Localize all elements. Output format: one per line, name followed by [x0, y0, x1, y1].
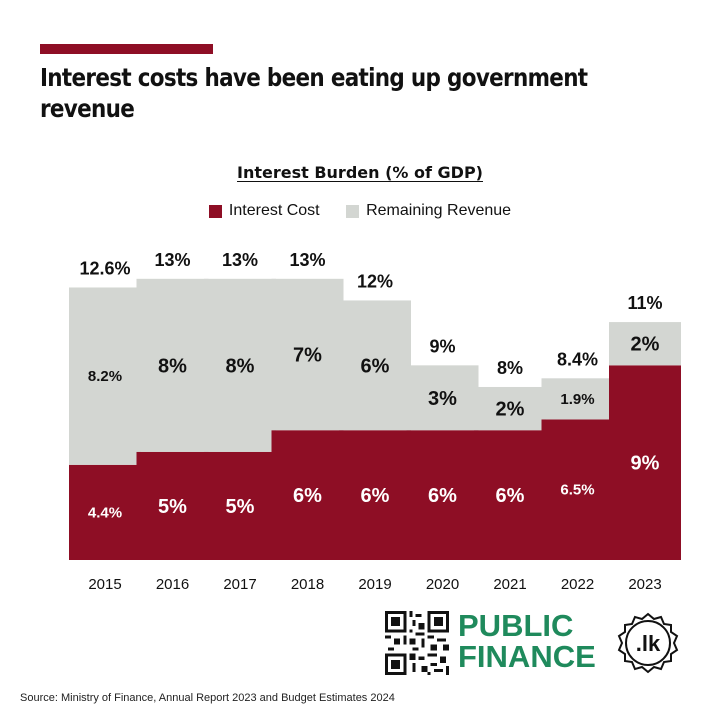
x-tick-label-2023: 2023 — [628, 576, 661, 593]
legend-swatch-remaining — [346, 204, 360, 218]
headline: Interest costs have been eating up gover… — [40, 63, 588, 123]
x-tick-label-2017: 2017 — [223, 576, 256, 593]
bar-remaining-2022 — [541, 378, 614, 420]
logo-line-2: FINANCE — [458, 639, 596, 674]
bar-interest-2015 — [69, 464, 141, 560]
x-tick-label-2015: 2015 — [88, 576, 121, 593]
bar-interest-2019 — [339, 430, 411, 560]
data-label-remaining-2021: 2% — [496, 399, 525, 421]
legend-swatch-interest — [208, 204, 222, 218]
data-label-interest-2018: 6% — [293, 485, 322, 507]
total-label-2015: 12.6% — [79, 258, 130, 278]
data-label-interest-2021: 6% — [496, 485, 525, 507]
bar-interest-2018 — [271, 430, 344, 560]
bar-interest-2016 — [136, 451, 209, 560]
bar-interest-2017 — [204, 451, 276, 560]
legend: Interest Cost Remaining Revenue — [0, 202, 720, 223]
data-label-interest-2017: 5% — [226, 496, 255, 518]
logo-wordmark: PUBLIC FINANCE — [458, 610, 596, 672]
data-label-remaining-2022: 1.9% — [560, 391, 594, 408]
total-label-2022: 8.4% — [557, 349, 598, 369]
chart-title: Interest Burden (% of GDP) — [0, 163, 720, 182]
total-label-2017: 13% — [222, 250, 258, 270]
bar-remaining-2020 — [406, 365, 479, 431]
chart-title-text: Interest Burden (% of GDP) — [237, 163, 483, 182]
data-label-remaining-2023: 2% — [631, 334, 660, 356]
data-label-interest-2022: 6.5% — [560, 482, 594, 499]
data-label-remaining-2016: 8% — [158, 355, 187, 377]
legend-label-interest: Interest Cost — [228, 202, 320, 219]
bar-remaining-2017 — [204, 278, 276, 452]
x-tick-label-2016: 2016 — [156, 576, 189, 593]
total-label-2020: 9% — [429, 336, 455, 356]
data-label-remaining-2018: 7% — [293, 345, 322, 367]
x-tick-label-2021: 2021 — [493, 576, 526, 593]
legend-label-remaining: Remaining Revenue — [366, 202, 512, 219]
qr-code — [385, 611, 449, 675]
logo-seal-text: .lk — [636, 631, 661, 656]
data-label-remaining-2020: 3% — [428, 388, 457, 410]
data-label-interest-2020: 6% — [428, 485, 457, 507]
x-tick-label-2020: 2020 — [426, 576, 459, 593]
data-label-interest-2015: 4.4% — [88, 504, 122, 521]
data-label-interest-2023: 9% — [631, 453, 660, 475]
bar-remaining-2015 — [69, 287, 141, 465]
bar-remaining-2023 — [609, 322, 681, 366]
stacked-bar-chart: 4.4% 8.2% 12.6% 2015 5% 8% 13% 2016 5% 8% 13% 2017 6… — [69, 250, 681, 593]
source-note: Source: Ministry of Finance, Annual Repo… — [20, 692, 395, 704]
data-label-remaining-2019: 6% — [361, 355, 390, 377]
data-label-remaining-2015: 8.2% — [88, 368, 122, 385]
total-label-2016: 13% — [154, 250, 190, 270]
x-tick-label-2019: 2019 — [358, 576, 391, 593]
data-label-interest-2016: 5% — [158, 496, 187, 518]
bar-interest-2022 — [541, 419, 614, 560]
data-label-interest-2019: 6% — [361, 485, 390, 507]
bar-remaining-2019 — [339, 300, 411, 431]
logo-line-1: PUBLIC — [458, 608, 574, 643]
total-label-2023: 11% — [627, 293, 662, 313]
bar-remaining-2018 — [271, 278, 344, 431]
data-label-remaining-2017: 8% — [226, 355, 255, 377]
x-tick-label-2022: 2022 — [561, 576, 594, 593]
legend-item-remaining: Remaining Revenue — [346, 202, 511, 220]
bar-interest-2020 — [406, 430, 479, 560]
bar-interest-2023 — [609, 365, 681, 560]
logo-seal-icon: .lk — [617, 612, 679, 674]
bar-remaining-2016 — [136, 278, 209, 452]
total-label-2021: 8% — [497, 358, 523, 378]
public-finance-logo: PUBLIC FINANCE .lk — [458, 610, 698, 680]
total-label-2018: 13% — [289, 250, 325, 270]
bar-remaining-2021 — [474, 386, 546, 431]
x-tick-label-2018: 2018 — [291, 576, 324, 593]
total-label-2019: 12% — [357, 271, 393, 291]
accent-bar — [40, 44, 213, 54]
bar-interest-2021 — [474, 430, 546, 560]
legend-item-interest: Interest Cost — [208, 202, 320, 220]
